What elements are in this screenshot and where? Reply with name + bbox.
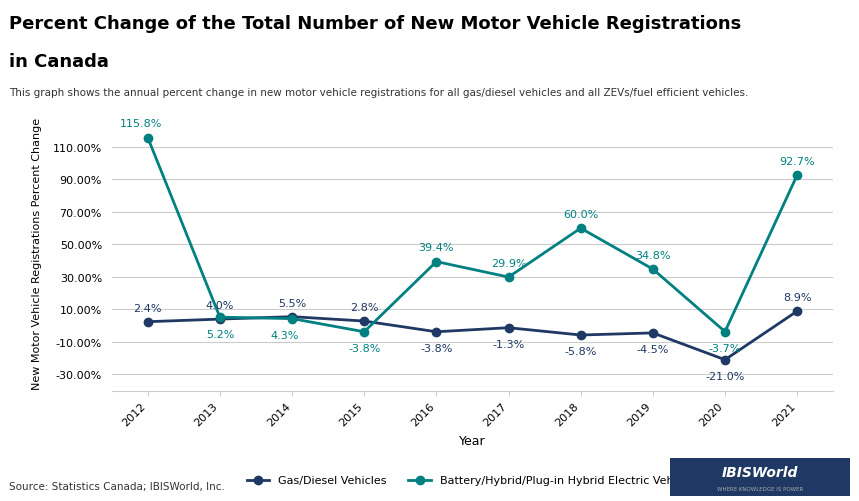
Battery/Hybrid/Plug-in Hybrid Electric Vehicles [576,225,586,231]
Text: Percent Change of the Total Number of New Motor Vehicle Registrations: Percent Change of the Total Number of Ne… [9,15,740,33]
Legend: Gas/Diesel Vehicles, Battery/Hybrid/Plug-in Hybrid Electric Vehicles: Gas/Diesel Vehicles, Battery/Hybrid/Plug… [242,471,703,490]
Gas/Diesel Vehicles [287,314,297,320]
Text: -5.8%: -5.8% [564,347,597,357]
Text: -1.3%: -1.3% [492,340,525,350]
Text: -21.0%: -21.0% [705,371,745,381]
Battery/Hybrid/Plug-in Hybrid Electric Vehicles [792,173,802,179]
Battery/Hybrid/Plug-in Hybrid Electric Vehicles [287,316,297,322]
Battery/Hybrid/Plug-in Hybrid Electric Vehicles [720,329,730,335]
Text: 4.0%: 4.0% [205,301,235,310]
Text: in Canada: in Canada [9,53,108,71]
Text: -4.5%: -4.5% [637,345,669,355]
Text: -3.8%: -3.8% [420,344,453,354]
Text: 5.5%: 5.5% [278,298,306,308]
Text: 39.4%: 39.4% [418,243,454,253]
Text: 60.0%: 60.0% [563,209,599,219]
Text: 92.7%: 92.7% [779,157,815,167]
Gas/Diesel Vehicles [215,317,225,323]
Gas/Diesel Vehicles [143,319,153,325]
Y-axis label: New Motor Vehicle Registrations Percent Change: New Motor Vehicle Registrations Percent … [32,117,41,389]
Gas/Diesel Vehicles [431,329,442,335]
Text: -3.8%: -3.8% [348,344,381,354]
FancyBboxPatch shape [670,458,850,496]
Text: IBISWorld: IBISWorld [722,464,798,478]
Gas/Diesel Vehicles [648,330,658,336]
Text: 34.8%: 34.8% [635,250,671,261]
Battery/Hybrid/Plug-in Hybrid Electric Vehicles [359,329,369,335]
Gas/Diesel Vehicles [792,309,802,315]
Battery/Hybrid/Plug-in Hybrid Electric Vehicles [215,315,225,321]
Text: 5.2%: 5.2% [205,329,235,339]
Text: 2.4%: 2.4% [133,303,162,313]
Battery/Hybrid/Plug-in Hybrid Electric Vehicles [648,267,658,273]
Text: Source: Statistics Canada; IBISWorld, Inc.: Source: Statistics Canada; IBISWorld, In… [9,481,224,491]
Text: WHERE KNOWLEDGE IS POWER: WHERE KNOWLEDGE IS POWER [717,486,803,491]
Gas/Diesel Vehicles [503,325,514,331]
Battery/Hybrid/Plug-in Hybrid Electric Vehicles [143,135,153,141]
Line: Gas/Diesel Vehicles: Gas/Diesel Vehicles [143,307,801,364]
Gas/Diesel Vehicles [576,332,586,338]
X-axis label: Year: Year [460,434,485,447]
Text: 29.9%: 29.9% [490,259,527,269]
Battery/Hybrid/Plug-in Hybrid Electric Vehicles [503,275,514,281]
Text: -3.7%: -3.7% [709,343,741,353]
Gas/Diesel Vehicles [359,319,369,325]
Text: 8.9%: 8.9% [783,293,812,303]
Text: 2.8%: 2.8% [350,302,379,312]
Text: This graph shows the annual percent change in new motor vehicle registrations fo: This graph shows the annual percent chan… [9,88,748,98]
Gas/Diesel Vehicles [720,357,730,363]
Line: Battery/Hybrid/Plug-in Hybrid Electric Vehicles: Battery/Hybrid/Plug-in Hybrid Electric V… [143,134,801,336]
Battery/Hybrid/Plug-in Hybrid Electric Vehicles [431,259,442,265]
Text: 4.3%: 4.3% [271,330,299,340]
Text: 115.8%: 115.8% [119,119,162,129]
